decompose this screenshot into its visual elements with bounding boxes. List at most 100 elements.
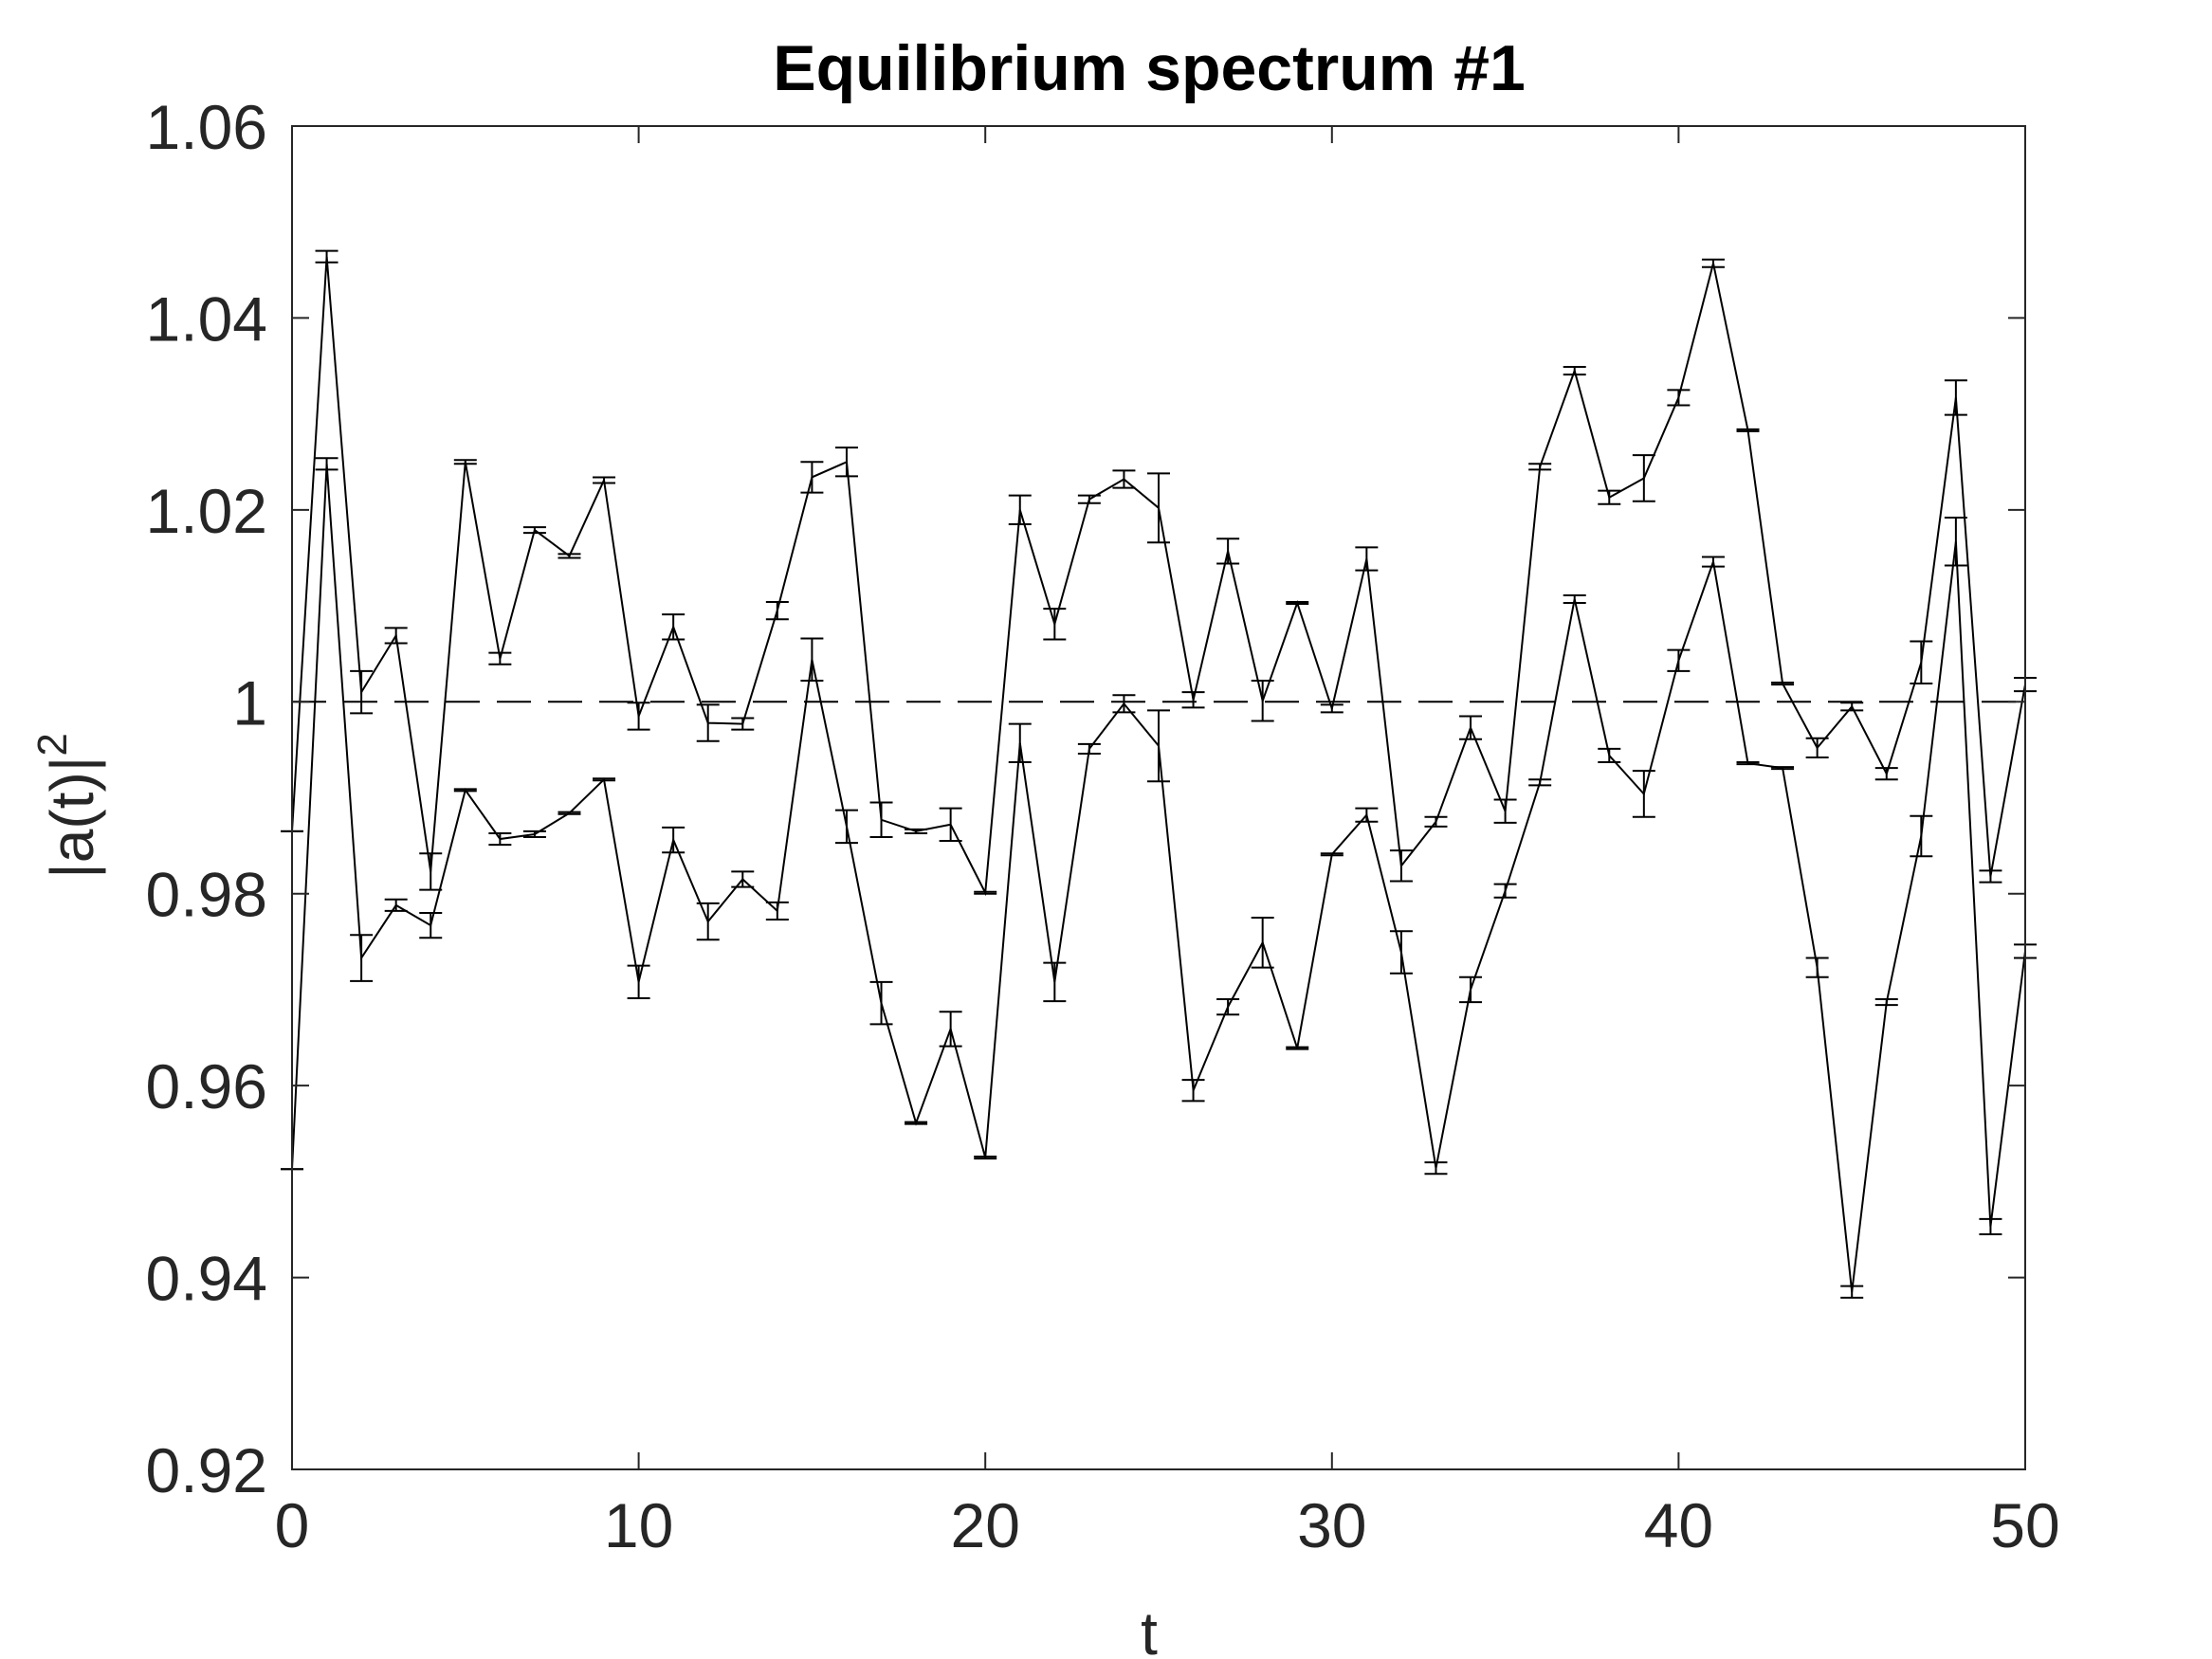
x-tick-label: 30 — [1297, 1490, 1366, 1560]
series-1-error-bar — [1979, 869, 2002, 884]
series-2-error-bar — [800, 637, 824, 683]
series-1-error-bar — [1424, 815, 1448, 828]
series-1-error-bar — [662, 613, 686, 641]
series-2-error-bar — [1701, 556, 1725, 568]
series-1-error-bar — [905, 828, 928, 834]
series-1-error-bar — [1459, 715, 1483, 740]
series-2-error-bar — [453, 788, 477, 793]
series-2-error-bar — [1840, 1285, 1864, 1299]
series-2-error-bar — [869, 980, 893, 1026]
y-tick-label: 1.06 — [146, 92, 267, 162]
series-1-error-bar — [1389, 849, 1413, 883]
y-tick-label: 1 — [232, 667, 267, 738]
series-1-error-bar — [1320, 703, 1344, 714]
series-1-error-bar — [1563, 366, 1586, 376]
x-tick-label: 50 — [1990, 1490, 2059, 1560]
series-1-error-bar — [522, 526, 546, 535]
series-1-error-bar — [1216, 538, 1240, 565]
series-2-error-bar — [696, 902, 720, 941]
series-1-error-bar — [696, 703, 720, 742]
y-tick-label: 1.04 — [146, 283, 267, 354]
y-axis-label: |a(t)|2 — [29, 733, 106, 879]
series-2-error-bar — [488, 831, 512, 847]
series-1-error-bar — [1286, 601, 1309, 606]
series-1-error-bar — [384, 627, 408, 645]
series-2-error-bar — [1251, 917, 1274, 969]
series-2-error-bar — [731, 870, 755, 888]
series-1-error-bar — [1077, 494, 1101, 504]
series-1-error-bar — [1147, 472, 1170, 544]
series-2-error-bar — [522, 830, 546, 838]
series-1-error-bar — [1874, 767, 1898, 781]
series-1-error-bar — [800, 461, 824, 494]
series-2-error-bar — [593, 777, 616, 782]
series-2-error-bar — [1181, 1079, 1205, 1103]
y-tick-label: 1.02 — [146, 476, 267, 546]
series-1-error-bar — [1355, 546, 1379, 572]
series-2-error-bar — [627, 964, 650, 1000]
x-axis-label: t — [1141, 1599, 1158, 1659]
series-1-error-bar — [1043, 608, 1067, 641]
series-1-error-bar — [350, 669, 374, 715]
series-2-error-bar — [1389, 930, 1413, 975]
series-2-error-bar — [558, 811, 581, 815]
series-2-error-bar — [350, 934, 374, 982]
x-tick-label: 40 — [1644, 1490, 1713, 1560]
series-1-error-bar — [731, 717, 755, 731]
series-2-error-bar — [1910, 814, 1933, 858]
series-2-error-bar — [1874, 998, 1898, 1007]
series-2-error-bar — [419, 911, 443, 939]
series-1-error-bar — [1528, 463, 1552, 471]
series-2-error-bar — [1632, 770, 1655, 818]
series-1-error-bar — [488, 651, 512, 665]
series-2-error-bar — [765, 901, 789, 921]
series-1-error-bar — [1840, 702, 1864, 712]
series-1-error-bar — [419, 852, 443, 891]
series-2-error-bar — [1979, 1217, 2002, 1236]
series-1-error-bar — [593, 476, 616, 484]
series-2-error-bar — [1528, 778, 1552, 787]
y-axis-label-superscript: 2 — [29, 733, 76, 756]
series-2-error-bar — [1355, 807, 1379, 823]
series-2-error-bar — [1008, 722, 1032, 764]
series-1-error-bar — [939, 807, 962, 843]
y-tick-label: 0.98 — [146, 860, 267, 930]
series-2-error-bar — [1598, 747, 1621, 764]
series-1-error-bar — [453, 459, 477, 465]
series-2-error-bar — [1667, 648, 1691, 672]
series-1-error-bar — [1736, 428, 1760, 432]
series-2-error-bar — [939, 1011, 962, 1048]
series-1-error-bar — [765, 601, 789, 621]
series-2-error-bar — [1216, 998, 1240, 1016]
series-2-error-bar — [315, 457, 338, 471]
series-2-error-bar — [974, 1156, 997, 1160]
series-1-error-bar — [974, 890, 997, 895]
axes-box — [291, 125, 2026, 1470]
series-2-error-bar — [1077, 742, 1101, 755]
series-1-error-bar — [315, 249, 338, 264]
series-2-error-bar — [1112, 694, 1136, 714]
series-2-error-bar — [1320, 852, 1344, 857]
series-1-error-bar — [1944, 379, 1967, 416]
plot-area — [281, 249, 2037, 1299]
series-2-error-bar — [1043, 961, 1067, 1003]
series-2-error-bar — [1286, 1046, 1309, 1050]
y-tick-label: 0.92 — [146, 1435, 267, 1505]
series-1-error-bar — [1701, 258, 1725, 268]
series-2-error-bar — [834, 809, 858, 845]
series-1-error-bar — [1910, 640, 1933, 685]
series-2-error-bar — [1147, 709, 1170, 783]
series-2-error-bar — [662, 826, 686, 854]
y-tick-label: 0.94 — [146, 1244, 267, 1314]
series-2-error-bar — [1563, 593, 1586, 605]
x-tick-label: 0 — [275, 1490, 310, 1560]
series-2-error-bar — [384, 898, 408, 912]
series-1-error-bar — [1667, 389, 1691, 407]
series-1-error-bar — [627, 702, 650, 731]
y-tick-label: 0.96 — [146, 1051, 267, 1121]
x-tick-label: 20 — [950, 1490, 1019, 1560]
series-1-error-bar — [1251, 680, 1274, 722]
x-tick-label: 10 — [604, 1490, 673, 1560]
series-1-error-bar — [1181, 691, 1205, 709]
